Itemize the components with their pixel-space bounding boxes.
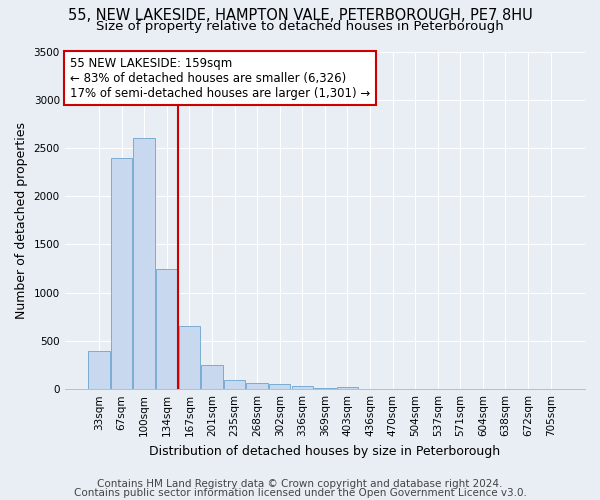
Bar [247, 384, 268, 389]
Bar [292, 386, 313, 389]
Bar [201, 365, 223, 389]
Bar [111, 158, 133, 389]
X-axis label: Distribution of detached houses by size in Peterborough: Distribution of detached houses by size … [149, 444, 500, 458]
Bar [179, 326, 200, 389]
Bar [156, 268, 178, 389]
Text: Size of property relative to detached houses in Peterborough: Size of property relative to detached ho… [96, 20, 504, 33]
Bar [314, 388, 335, 389]
Bar [269, 384, 290, 389]
Text: 55, NEW LAKESIDE, HAMPTON VALE, PETERBOROUGH, PE7 8HU: 55, NEW LAKESIDE, HAMPTON VALE, PETERBOR… [68, 8, 532, 22]
Text: Contains HM Land Registry data © Crown copyright and database right 2024.: Contains HM Land Registry data © Crown c… [97, 479, 503, 489]
Bar [337, 388, 358, 389]
Text: Contains public sector information licensed under the Open Government Licence v3: Contains public sector information licen… [74, 488, 526, 498]
Y-axis label: Number of detached properties: Number of detached properties [15, 122, 28, 319]
Bar [88, 350, 110, 389]
Bar [224, 380, 245, 389]
Bar [133, 138, 155, 389]
Text: 55 NEW LAKESIDE: 159sqm
← 83% of detached houses are smaller (6,326)
17% of semi: 55 NEW LAKESIDE: 159sqm ← 83% of detache… [70, 56, 370, 100]
